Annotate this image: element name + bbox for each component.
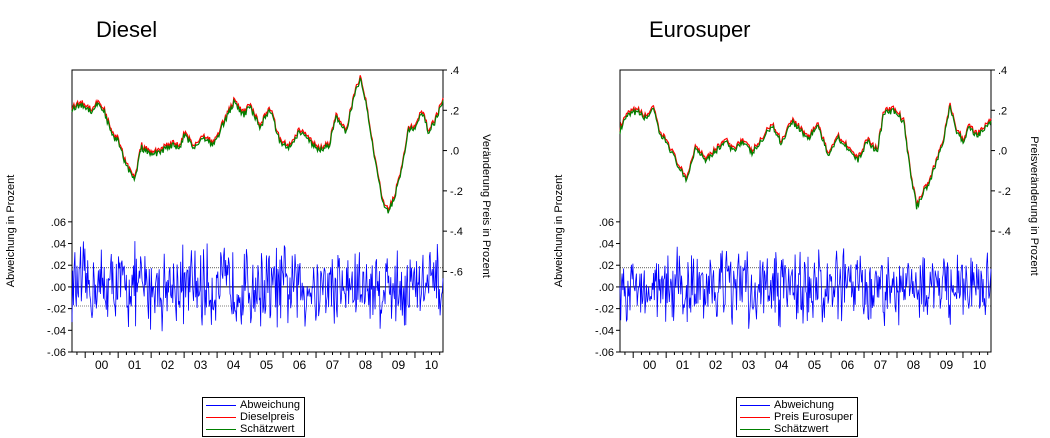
x-tick-label: 10	[425, 358, 439, 372]
legend-swatch-red	[206, 416, 236, 418]
series-schaetzwert	[71, 77, 444, 214]
legend-swatch-green	[740, 428, 770, 430]
left-tick-label: -.04	[47, 325, 66, 337]
legend-entry-preis: Dieselpreis	[206, 411, 300, 423]
series-preis	[71, 75, 444, 212]
plot-frame	[619, 69, 992, 353]
x-tick-label: 09	[392, 358, 406, 372]
series-schaetzwert	[619, 105, 992, 210]
right-tick-label: -.6	[450, 266, 463, 278]
right-tick-label: .4	[450, 65, 459, 77]
left-tick-label: .06	[599, 217, 614, 229]
chart-title-eurosuper: Eurosuper	[649, 17, 751, 42]
x-tick-label: 04	[227, 358, 241, 372]
legend-label: Dieselpreis	[240, 411, 295, 423]
y-axis-label-right: Veränderung Preis in Prozent	[480, 134, 492, 278]
left-tick-label: -.04	[595, 325, 614, 337]
legend-entry-schaetzwert: Schätzwert	[206, 423, 300, 435]
series-abweichung	[619, 246, 992, 329]
y-axis-label-left: Abweichung in Prozent	[5, 175, 17, 288]
x-tick-label: 02	[161, 358, 175, 372]
series-abweichung	[71, 241, 444, 332]
left-tick-label: -.06	[595, 347, 614, 359]
chart-title-diesel: Diesel	[96, 17, 158, 42]
legend-entry-abweichung: Abweichung	[740, 399, 853, 411]
x-tick-label: 06	[841, 358, 855, 372]
eurosuper-panel: Eurosuper .06.04.02.00 -.02 -.04 -.06.4.2.0…	[525, 0, 1050, 438]
legend-swatch-blue	[206, 404, 236, 406]
left-tick-label: .00	[51, 282, 66, 294]
legend-label: Schätzwert	[240, 423, 295, 435]
x-tick-label: 07	[326, 358, 340, 372]
legend-label: Schätzwert	[774, 423, 829, 435]
legend-label: Abweichung	[240, 399, 300, 411]
x-tick-label: 01	[676, 358, 690, 372]
left-tick-label: .04	[51, 239, 66, 251]
x-tick-label: 08	[359, 358, 373, 372]
right-tick-label: -.2	[450, 186, 463, 198]
x-tick-label: 04	[775, 358, 789, 372]
legend-swatch-green	[206, 428, 236, 430]
legend-entry-preis: Preis Eurosuper	[740, 411, 853, 423]
legend-entry-schaetzwert: Schätzwert	[740, 423, 853, 435]
legend-swatch-red	[740, 416, 770, 418]
x-tick-label: 03	[194, 358, 208, 372]
x-tick-label: 03	[742, 358, 756, 372]
x-tick-label: 06	[293, 358, 307, 372]
right-tick-label: .0	[450, 146, 459, 158]
legend-swatch-blue	[740, 404, 770, 406]
x-tick-label: 07	[874, 358, 888, 372]
right-tick-label: -.4	[998, 226, 1011, 238]
x-tick-label: 01	[128, 358, 142, 372]
diesel-panel: Diesel .06 .04 .02 .00 -.02 -.04 -.06 .4 .2 .0 -.2…	[5, 17, 492, 437]
x-tick-label: 00	[95, 358, 109, 372]
right-tick-label: .2	[998, 105, 1007, 117]
right-tick-label: -.2	[998, 186, 1011, 198]
x-tick-label: 05	[260, 358, 274, 372]
x-tick-label: 10	[973, 358, 987, 372]
x-tick-label: 08	[907, 358, 921, 372]
legend-label: Preis Eurosuper	[774, 411, 853, 423]
y-axis-label-left: Abweichung in Prozent	[553, 175, 565, 288]
legend-entry-abweichung: Abweichung	[206, 399, 300, 411]
plot-frame	[71, 69, 444, 353]
series-preis	[619, 102, 992, 207]
chart-diesel: .06 .04 .02 .00 -.02 -.04 -.06 .4 .2 .0 -.2 -.4 -.6 0…	[5, 65, 492, 372]
x-tick-label: 00	[643, 358, 657, 372]
right-tick-label: .4	[998, 65, 1007, 77]
x-tick-label: 05	[808, 358, 822, 372]
x-tick-label: 02	[709, 358, 723, 372]
right-tick-label: .2	[450, 105, 459, 117]
right-tick-label: .0	[998, 146, 1007, 158]
left-tick-label: .02	[599, 260, 614, 272]
legend-eurosuper: Abweichung Preis Eurosuper Schätzwert	[736, 397, 858, 437]
right-tick-label: -.4	[450, 226, 463, 238]
chart-eurosuper: .06 .04 .02 .00 -.02 -.04 -.06 .4 .2 .0 -.2 -.4 00 01…	[553, 65, 1040, 372]
y-axis-label-right: Preisveränderung in Prozent	[1028, 136, 1040, 275]
left-tick-label: .02	[51, 260, 66, 272]
left-tick-label: .00	[599, 282, 614, 294]
left-tick-label: .06	[51, 217, 66, 229]
left-tick-label: -.02	[47, 304, 66, 316]
x-tick-label: 09	[940, 358, 954, 372]
left-tick-label: -.06	[47, 347, 66, 359]
legend-label: Abweichung	[774, 399, 834, 411]
legend-diesel: Abweichung Dieselpreis Schätzwert	[202, 397, 305, 437]
left-tick-label: .04	[599, 239, 614, 251]
left-tick-label: -.02	[595, 304, 614, 316]
